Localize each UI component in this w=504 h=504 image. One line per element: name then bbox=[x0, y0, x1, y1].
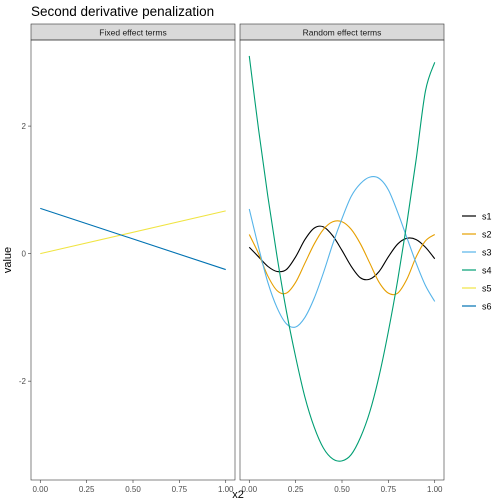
series-line-s2 bbox=[248, 220, 436, 296]
series-line-s1 bbox=[248, 225, 436, 281]
series-line-s6 bbox=[40, 207, 226, 271]
panel-random-effects: Random effect terms bbox=[239, 23, 445, 481]
legend-label-s3: s3 bbox=[482, 248, 492, 258]
panel-frame bbox=[239, 39, 445, 481]
series-line-s5 bbox=[40, 210, 226, 255]
y-tick-label: -2 bbox=[19, 377, 27, 386]
x-tick-label: 0.25 bbox=[288, 485, 304, 494]
x-tick-label: 0.75 bbox=[381, 485, 397, 494]
strip-label-random: Random effect terms bbox=[303, 28, 382, 38]
x-axis-title: x2 bbox=[232, 489, 244, 501]
series-layer bbox=[40, 207, 226, 271]
legend-label-s1: s1 bbox=[482, 212, 492, 222]
series-layer bbox=[248, 55, 436, 462]
legend-label-s4: s4 bbox=[482, 266, 492, 276]
legend-label-s6: s6 bbox=[482, 302, 492, 312]
legend-label-s2: s2 bbox=[482, 230, 492, 240]
x-tick-label: 1.00 bbox=[427, 485, 443, 494]
x-tick-label: 0.25 bbox=[79, 485, 95, 494]
series-line-s3 bbox=[248, 176, 436, 328]
y-axis: -2 0 2 bbox=[19, 122, 31, 386]
panel-fixed-effects: Fixed effect terms bbox=[30, 23, 236, 481]
y-axis-title: value bbox=[2, 247, 14, 273]
series-line-s4 bbox=[248, 55, 436, 462]
x-tick-label: 0.50 bbox=[125, 485, 141, 494]
x-tick-label: 0.75 bbox=[172, 485, 188, 494]
panel-frame bbox=[30, 39, 236, 481]
x-axis: 0.00 0.25 0.50 0.75 1.00 0.00 0.25 0.50 0.75 1.00 bbox=[32, 480, 443, 494]
strip-label-fixed: Fixed effect terms bbox=[99, 28, 166, 38]
chart-title: Second derivative penalization bbox=[31, 4, 214, 19]
legend-label-s5: s5 bbox=[482, 284, 492, 294]
x-tick-label: 0.00 bbox=[32, 485, 48, 494]
x-tick-label: 0.00 bbox=[241, 485, 257, 494]
y-tick-label: 2 bbox=[22, 122, 27, 131]
x-tick-label: 1.00 bbox=[218, 485, 234, 494]
legend: s1 s2 s3 s4 s5 s6 bbox=[462, 212, 492, 312]
y-tick-label: 0 bbox=[22, 250, 27, 259]
x-tick-label: 0.50 bbox=[334, 485, 350, 494]
